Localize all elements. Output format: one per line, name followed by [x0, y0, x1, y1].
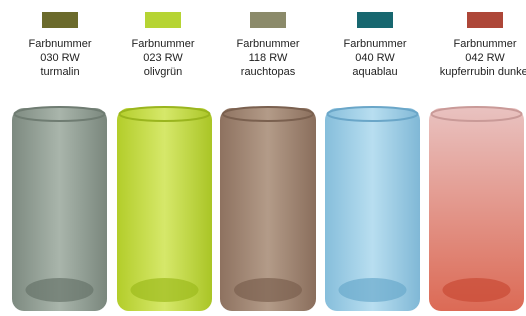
color-swatch	[250, 12, 286, 28]
vase	[117, 107, 212, 311]
swatch-label: 030 RW	[40, 52, 80, 64]
swatch-label: Farbnummer	[132, 38, 195, 50]
swatch-label: Farbnummer	[29, 38, 92, 50]
swatch-label: kupferrubin dunkel	[440, 66, 526, 78]
vase	[429, 107, 524, 311]
vases	[12, 107, 524, 311]
color-swatch	[467, 12, 503, 28]
vase	[325, 107, 420, 311]
color-swatch	[42, 12, 78, 28]
vase	[220, 107, 316, 311]
swatch-label: turmalin	[40, 66, 79, 78]
swatch-label: 023 RW	[143, 52, 183, 64]
swatch-label: 040 RW	[355, 52, 395, 64]
color-swatch	[357, 12, 393, 28]
product-page: Farbnummer 030 RW turmalin Farbnummer 023 RW…	[0, 0, 526, 316]
color-swatch	[145, 12, 181, 28]
swatch-label: olivgrün	[144, 66, 183, 78]
swatch-label: aquablau	[352, 66, 397, 78]
swatch-label: Farbnummer	[237, 38, 300, 50]
swatch-label: Farbnummer	[344, 38, 407, 50]
swatch-label: rauchtopas	[241, 66, 296, 78]
swatch-label: 118 RW	[249, 52, 288, 64]
vase	[12, 107, 107, 311]
swatch-label: Farbnummer	[454, 38, 517, 50]
swatch-label: 042 RW	[465, 52, 505, 64]
